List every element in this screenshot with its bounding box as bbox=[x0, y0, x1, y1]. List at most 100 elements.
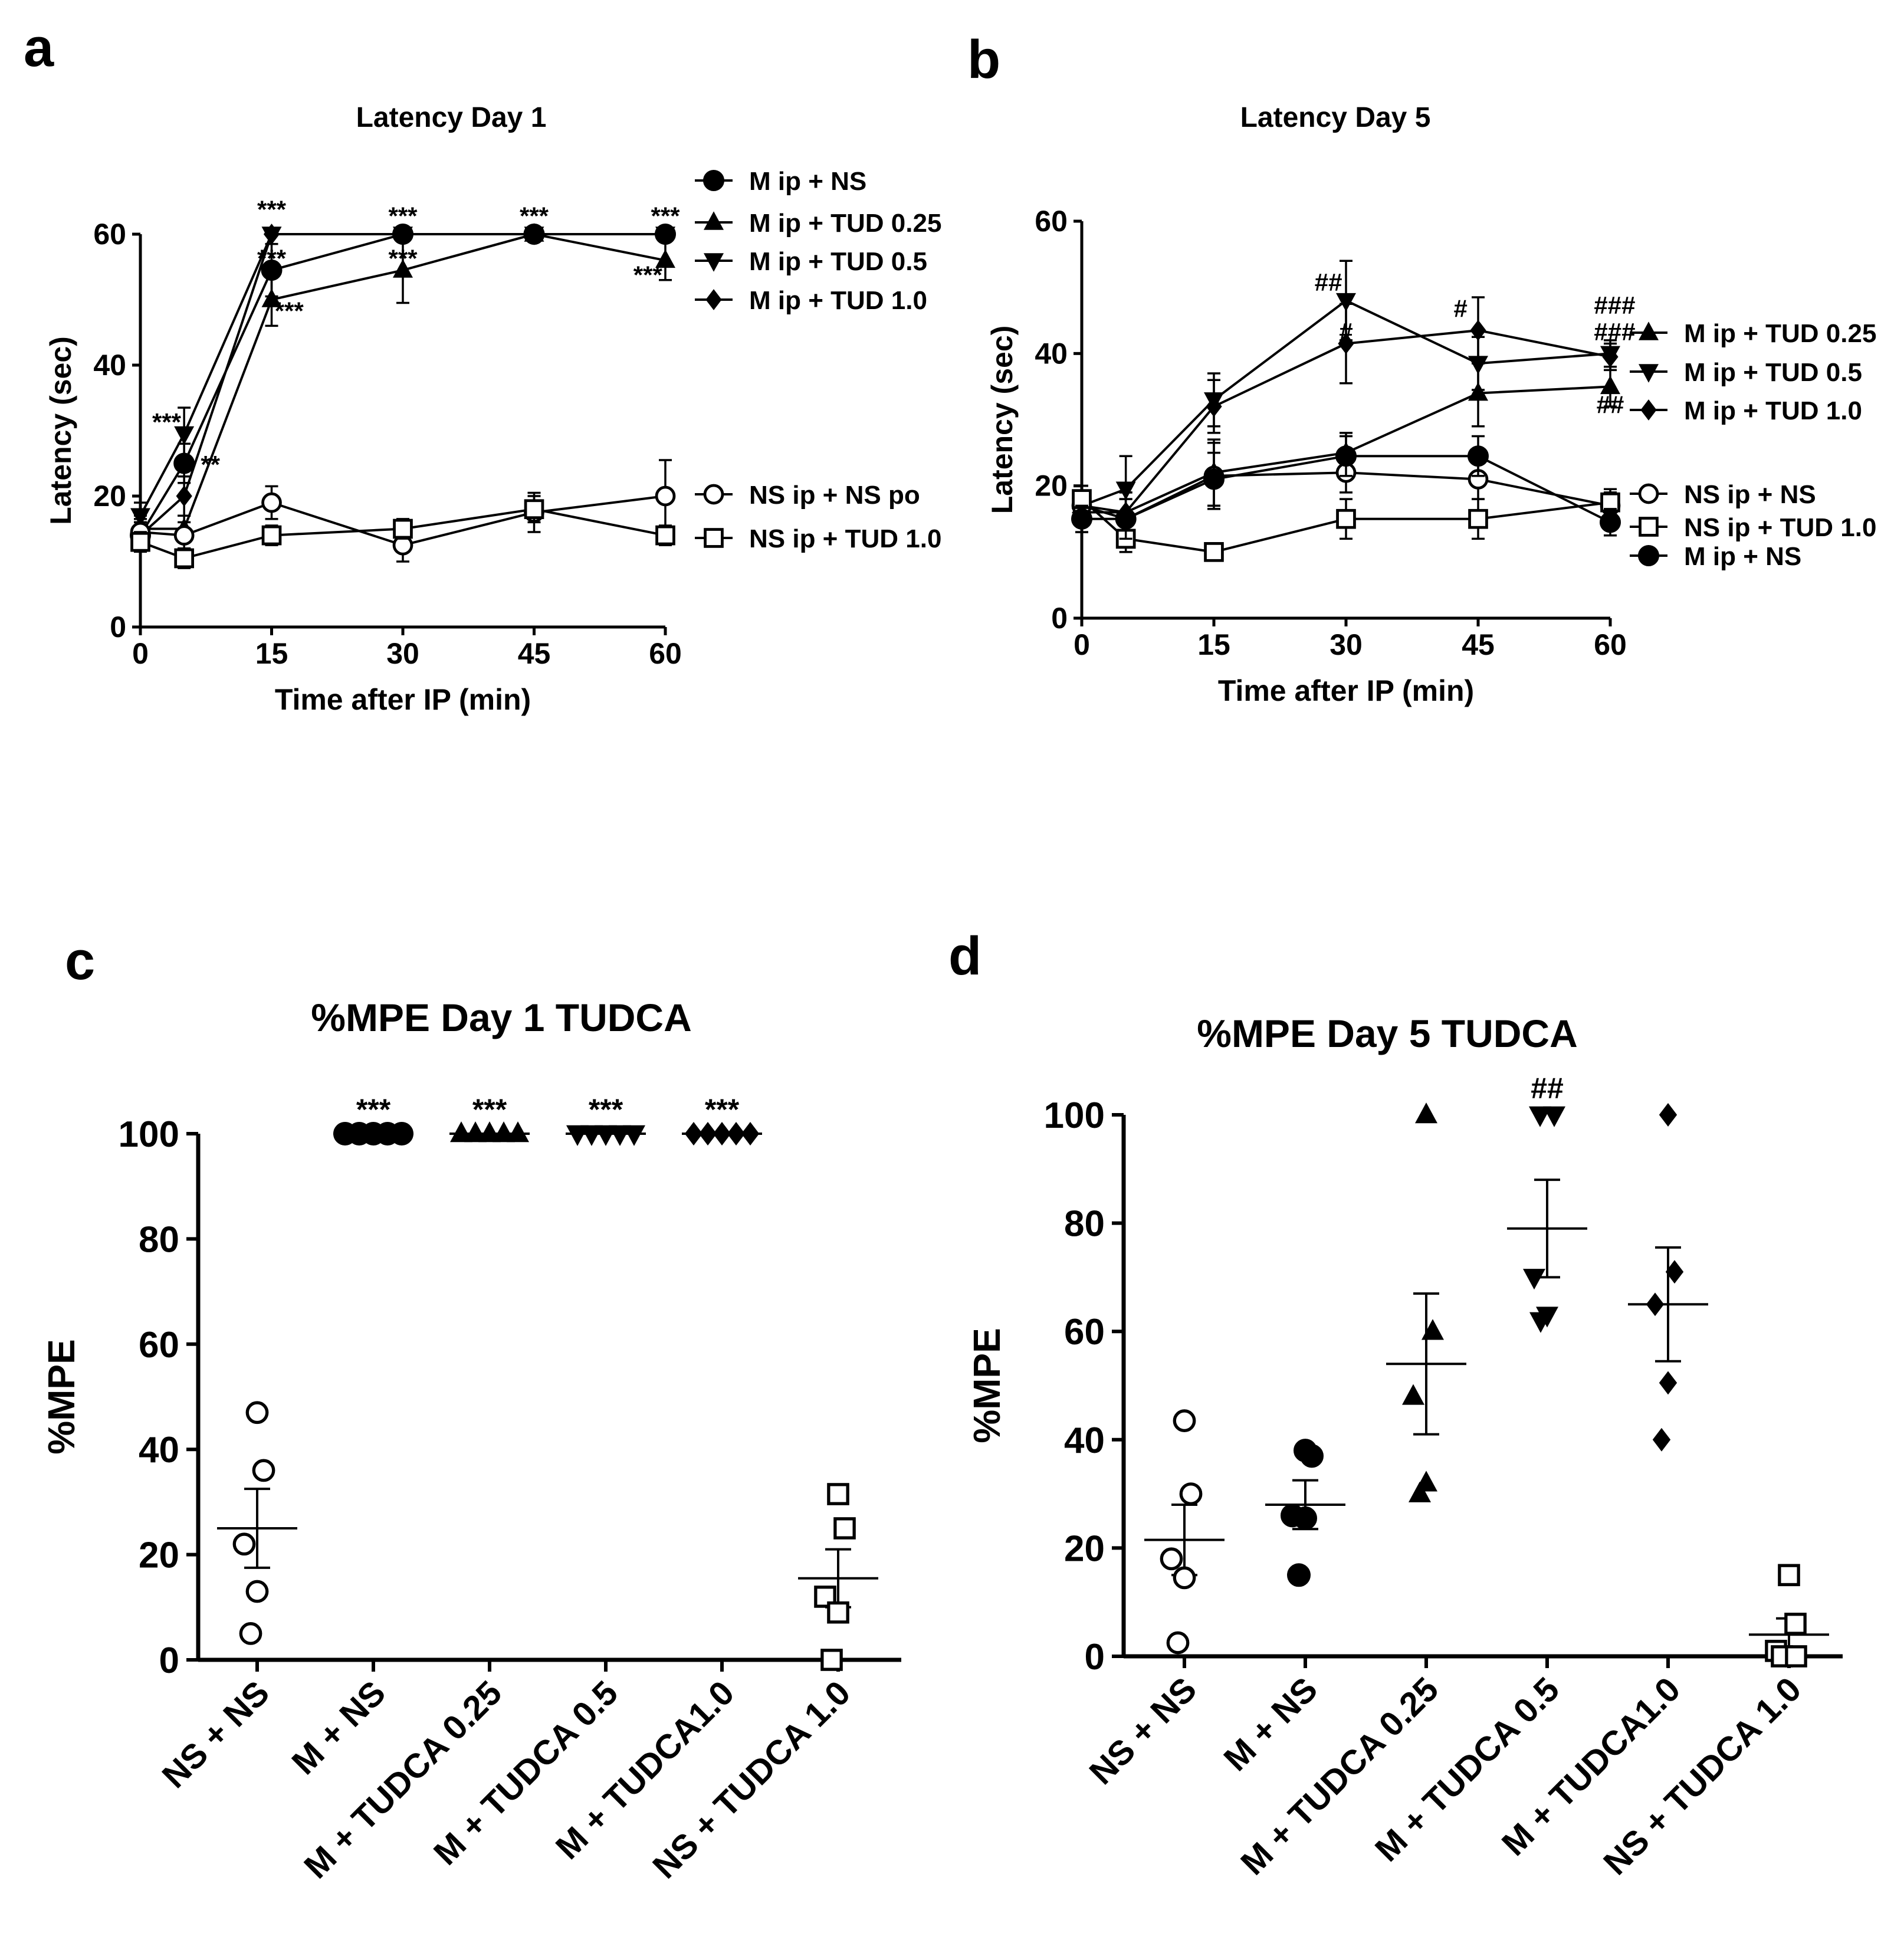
group-4: ## bbox=[1507, 1072, 1587, 1333]
group-3 bbox=[1386, 1102, 1466, 1502]
data-point bbox=[1543, 1106, 1565, 1127]
legend-label: M ip + TUD 0.5 bbox=[749, 247, 927, 276]
legend-marker bbox=[1638, 483, 1659, 504]
legend-marker bbox=[705, 289, 722, 310]
data-point bbox=[252, 1459, 275, 1482]
panel-c: c %MPE Day 1 TUDCA 0 20 40 60 80 100 %MPE NS + NS… bbox=[40, 931, 901, 1886]
y-tick-label: 60 bbox=[1035, 205, 1068, 238]
data-point bbox=[261, 525, 282, 546]
data-point bbox=[524, 499, 544, 520]
data-point bbox=[1529, 1312, 1552, 1333]
category-label: M + NS bbox=[284, 1673, 393, 1782]
significance-label: *** bbox=[388, 245, 418, 273]
data-point bbox=[1402, 1384, 1424, 1405]
significance-label: ### bbox=[1594, 291, 1635, 319]
legend-label: NS ip + NS po bbox=[749, 481, 920, 510]
series-m-ip-tud-1-0 bbox=[132, 224, 674, 550]
data-point bbox=[526, 224, 543, 245]
significance-label: *** bbox=[520, 202, 549, 229]
group-6 bbox=[1749, 1564, 1829, 1668]
data-point bbox=[698, 1122, 717, 1145]
category-label: M + TUDCA 0.25 bbox=[297, 1673, 509, 1886]
data-point bbox=[595, 1125, 617, 1146]
legend-marker bbox=[704, 253, 724, 272]
significance-label: *** bbox=[472, 1093, 507, 1126]
group-6 bbox=[798, 1483, 878, 1671]
y-tick-label: 40 bbox=[93, 349, 126, 382]
y-tick-label: 20 bbox=[1064, 1528, 1105, 1569]
data-point bbox=[741, 1122, 760, 1145]
data-point bbox=[1336, 293, 1356, 312]
y-axis-label: Latency (sec) bbox=[986, 326, 1019, 514]
x-tick-label: 0 bbox=[1074, 628, 1090, 661]
x-tick-label: 30 bbox=[1329, 628, 1363, 661]
data-point bbox=[580, 1125, 603, 1146]
data-point bbox=[1659, 1371, 1678, 1395]
x-axis-label: Time after IP (min) bbox=[1218, 674, 1474, 707]
category-label: NS + TUDCA 1.0 bbox=[645, 1673, 858, 1886]
significance-label: *** bbox=[152, 408, 182, 436]
data-point bbox=[1203, 468, 1225, 490]
data-point bbox=[1204, 542, 1224, 562]
data-point bbox=[1206, 396, 1222, 417]
legend-marker bbox=[704, 528, 724, 548]
data-point bbox=[655, 249, 675, 268]
x-tick-label: 60 bbox=[649, 637, 682, 670]
data-point bbox=[173, 525, 195, 546]
legend-label: M ip + TUD 0.5 bbox=[1684, 358, 1862, 387]
significance-label: *** bbox=[388, 202, 418, 229]
data-point bbox=[261, 492, 282, 513]
data-point bbox=[827, 1601, 849, 1624]
chart-title: Latency Day 5 bbox=[1240, 102, 1431, 133]
legend-marker bbox=[1639, 364, 1659, 383]
data-point bbox=[1785, 1645, 1807, 1668]
data-point bbox=[609, 1125, 631, 1146]
data-point bbox=[1600, 511, 1621, 533]
y-tick-label: 80 bbox=[1064, 1204, 1105, 1245]
data-point bbox=[130, 531, 150, 552]
category-label: NS + NS bbox=[155, 1673, 277, 1796]
data-point bbox=[176, 485, 192, 507]
data-point bbox=[1338, 333, 1354, 355]
y-tick-label: 0 bbox=[110, 610, 126, 644]
data-point bbox=[1335, 445, 1357, 467]
significance-label: *** bbox=[257, 195, 287, 223]
y-tick-label: 60 bbox=[139, 1325, 179, 1366]
data-point bbox=[245, 1401, 269, 1424]
data-point bbox=[1422, 1319, 1444, 1340]
y-axis-label: %MPE bbox=[966, 1328, 1008, 1443]
data-point bbox=[1294, 1506, 1317, 1530]
significance-label: ### bbox=[1594, 318, 1635, 346]
legend-label: M ip + NS bbox=[749, 167, 866, 196]
data-point bbox=[827, 1483, 849, 1505]
legend-marker bbox=[1639, 517, 1659, 537]
y-tick-label: 0 bbox=[159, 1640, 179, 1681]
significance-label: ## bbox=[1531, 1072, 1564, 1105]
category-label: M + NS bbox=[1216, 1670, 1325, 1778]
y-tick-label: 20 bbox=[1035, 470, 1068, 503]
category-label: NS + NS bbox=[1082, 1670, 1204, 1792]
data-point bbox=[1468, 356, 1488, 375]
legend-marker bbox=[1639, 321, 1659, 340]
significance-label: *** bbox=[651, 202, 680, 229]
y-tick-label: 40 bbox=[1064, 1420, 1105, 1461]
legend-marker bbox=[1640, 399, 1657, 421]
data-point bbox=[1173, 1566, 1196, 1590]
chart-title: %MPE Day 1 TUDCA bbox=[311, 996, 691, 1039]
series-m-ip-ns bbox=[1071, 435, 1621, 540]
y-tick-label: 40 bbox=[1035, 337, 1068, 370]
panel-letter: d bbox=[948, 926, 981, 986]
data-point bbox=[174, 548, 194, 569]
chart-title: %MPE Day 5 TUDCA bbox=[1197, 1012, 1577, 1055]
data-point bbox=[1652, 1427, 1671, 1452]
legend-label: NS ip + TUD 1.0 bbox=[749, 524, 941, 553]
significance-label: *** bbox=[356, 1093, 391, 1126]
legend-label: M ip + NS bbox=[1684, 542, 1801, 571]
data-point bbox=[657, 224, 674, 245]
data-point bbox=[1784, 1613, 1807, 1635]
legend-label: M ip + TUD 0.25 bbox=[1684, 319, 1876, 348]
legend-label: NS ip + NS bbox=[1684, 480, 1816, 509]
y-tick-label: 0 bbox=[1085, 1637, 1105, 1678]
data-point bbox=[623, 1125, 645, 1146]
